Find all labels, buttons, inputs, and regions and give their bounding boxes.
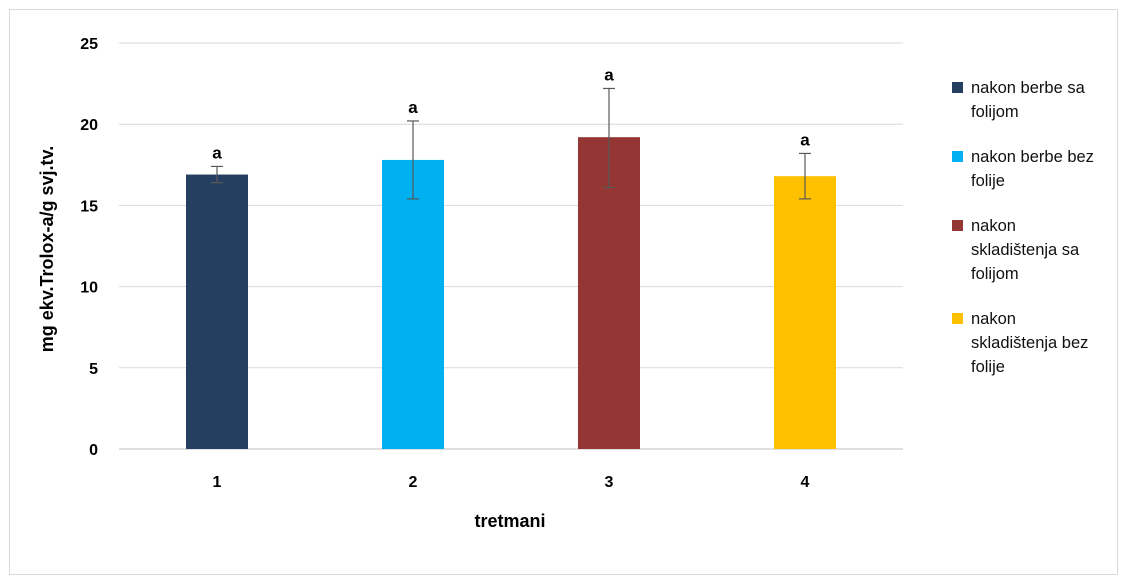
legend-label: nakon berbe bez folije — [971, 148, 1094, 190]
legend: nakon berbe sa folijom nakon berbe bez fo… — [952, 76, 1102, 400]
x-tick-label: 2 — [409, 474, 418, 491]
legend-label: nakon skladištenja bez folije — [971, 310, 1089, 376]
legend-item: nakon berbe bez folije — [952, 145, 1102, 193]
x-tick-labels: 1 2 3 4 — [213, 474, 810, 491]
y-tick-label: 15 — [80, 198, 98, 215]
legend-swatch — [952, 82, 963, 93]
bars — [186, 137, 836, 450]
x-tick-label: 1 — [213, 474, 222, 491]
bar-3 — [578, 137, 640, 449]
x-tick-label: 3 — [605, 474, 614, 491]
y-tick-labels: 0 5 10 15 20 25 — [80, 36, 98, 459]
significance-label-1: a — [212, 143, 222, 162]
x-tick-label: 4 — [801, 474, 810, 491]
significance-label-2: a — [408, 98, 418, 117]
significance-label-3: a — [604, 65, 614, 84]
legend-label: nakon berbe sa folijom — [971, 79, 1085, 121]
y-tick-label: 5 — [89, 361, 98, 378]
gridlines — [119, 42, 903, 450]
y-tick-label: 25 — [80, 36, 98, 53]
legend-item: nakon berbe sa folijom — [952, 76, 1102, 124]
bar-4 — [774, 176, 836, 449]
legend-swatch — [952, 220, 963, 231]
bar-1 — [186, 174, 248, 449]
x-axis-title: tretmani — [474, 511, 545, 531]
y-tick-label: 20 — [80, 117, 98, 134]
legend-item: nakon skladištenja bez folije — [952, 307, 1102, 379]
bar-2 — [382, 159, 444, 450]
y-tick-label: 0 — [89, 442, 98, 459]
y-tick-label: 10 — [80, 280, 98, 297]
error-bars — [211, 87, 811, 200]
legend-swatch — [952, 151, 963, 162]
legend-label: nakon skladištenja sa folijom — [971, 217, 1080, 283]
significance-labels: a a a a — [212, 65, 810, 162]
y-axis-title: mg ekv.Trolox-a/g svj.tv. — [37, 146, 57, 352]
legend-item: nakon skladištenja sa folijom — [952, 214, 1102, 286]
significance-label-4: a — [800, 130, 810, 149]
legend-swatch — [952, 313, 963, 324]
